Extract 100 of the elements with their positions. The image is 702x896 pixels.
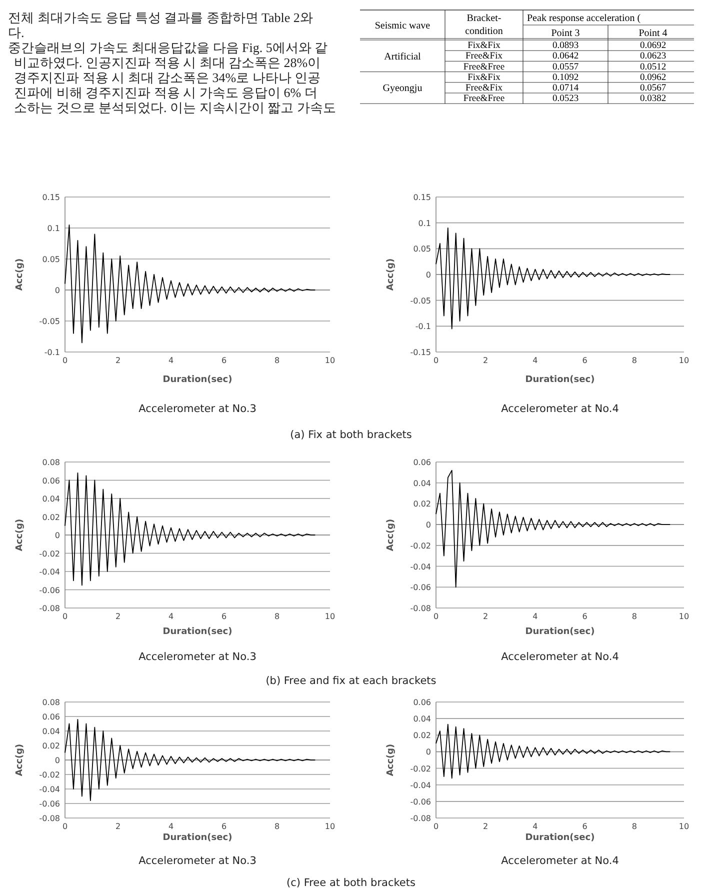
data-label: 0.0962 [640, 72, 666, 83]
y2-tick-label: Artificial [384, 51, 422, 62]
y-tick-label: 0 [426, 748, 431, 757]
x-tick-label: 0 [433, 356, 439, 365]
x-tick-label: 0 [62, 822, 68, 831]
y-tick-label: Free&Free [463, 62, 505, 72]
x-tick-label: 2 [115, 822, 121, 831]
x-tick-label: 0 [62, 612, 68, 621]
line-series [64, 224, 316, 344]
text: 비교하였다. 인공지진파 적용 시 최대 감소폭은 28%이 [14, 55, 321, 70]
y-tick-label: -0.06 [39, 800, 60, 808]
x-tick-label: 0 [62, 356, 68, 365]
y-tick-label: 0.05 [42, 255, 60, 264]
line-series [436, 724, 671, 779]
y-tick-label: 0.08 [42, 698, 60, 707]
x-tick-label: 2 [483, 356, 488, 365]
y-tick-label: 0.06 [42, 712, 60, 722]
line-series [64, 718, 316, 802]
y-tick-label: 0.04 [413, 714, 431, 724]
y-tick-label: -0.08 [410, 604, 431, 613]
x-tick-label: 6 [582, 612, 588, 621]
y-tick-label: 0.08 [42, 458, 60, 467]
data-label: 0.0382 [640, 94, 666, 104]
text: Accelerometer at No.4 [501, 403, 620, 415]
x-tick-label: 10 [678, 822, 690, 831]
y-tick-label: -0.04 [410, 562, 431, 572]
y-tick-label: 0.04 [413, 478, 431, 488]
x-axis-title: Duration(sec) [162, 627, 232, 637]
y-tick-label: 0 [54, 756, 60, 765]
y-tick-label: Fix&Fix [468, 72, 501, 83]
x-tick-label: 0 [433, 612, 439, 621]
x-tick-label: 6 [221, 822, 227, 831]
x-tick-label: Point 4 [638, 28, 668, 39]
y-tick-label: -0.05 [410, 296, 431, 306]
y-tick-label: 0.05 [413, 244, 431, 254]
y-tick-label: -0.08 [39, 604, 60, 613]
y-axis-title: Acc(g) [386, 518, 396, 552]
line-series [64, 472, 316, 586]
y-tick-label: -0.02 [39, 770, 60, 780]
x-tick-label: 6 [582, 356, 588, 365]
y-tick-label: 0.02 [413, 500, 431, 509]
data-label: 0.0692 [640, 41, 666, 52]
x-tick-label: 4 [532, 356, 538, 365]
y-axis-title: Acc(g) [15, 744, 25, 776]
y-tick-label: -0.05 [39, 317, 60, 326]
x-axis-title: Duration(sec) [525, 375, 595, 385]
y-axis-title: Acc(g) [386, 258, 396, 291]
text: Accelerometer at No.4 [501, 855, 620, 867]
y-tick-label: -0.08 [410, 814, 431, 823]
x-tick-label: 6 [221, 356, 227, 365]
x-tick-label: 4 [168, 612, 174, 621]
y-tick-label: 0.15 [413, 193, 431, 202]
x-axis-title: Duration(sec) [525, 833, 595, 843]
x-tick-label: 2 [115, 356, 121, 365]
text: Accelerometer at No.4 [501, 651, 620, 663]
x-axis-title: Duration(sec) [162, 375, 232, 385]
y-tick-label: -0.06 [39, 586, 60, 595]
y-tick-label: -0.15 [410, 348, 431, 357]
y-axis-title: Acc(g) [386, 744, 396, 776]
y2-tick-label: Gyeongju [382, 83, 422, 94]
y-tick-label: 0.06 [413, 458, 431, 467]
x-tick-label: 2 [115, 612, 121, 621]
y-tick-label: -0.04 [410, 780, 431, 790]
text: 경주지진파 적용 시 최대 감소폭은 34%로 나타나 인공 [14, 70, 321, 85]
y-tick-label: -0.06 [410, 797, 431, 806]
y-tick-label: 0.04 [42, 727, 60, 736]
x-axis-title: Duration(sec) [162, 833, 232, 843]
x-tick-label: 10 [678, 356, 690, 365]
x-tick-label: 4 [168, 822, 174, 831]
x-tick-label: 6 [582, 822, 588, 831]
y-tick-label: -0.04 [39, 785, 60, 794]
x-tick-label: 8 [274, 612, 280, 621]
data-label: 0.0557 [552, 62, 579, 72]
data-label: 0.0893 [552, 41, 579, 52]
x-tick-label: 8 [632, 822, 637, 831]
data-label: 0.1092 [552, 72, 579, 83]
x-tick-label: 2 [483, 822, 488, 831]
data-label: 0.0623 [640, 52, 666, 62]
y-tick-label: -0.1 [415, 322, 431, 332]
x-tick-label: 10 [324, 822, 336, 831]
text: 전체 최대가속도 응답 특성 결과를 종합하면 Table 2와 [8, 10, 313, 25]
text: (b) Free and fix at each brackets [266, 675, 436, 687]
y2-axis-title: Seismic wave [374, 20, 431, 32]
x-tick-label: 2 [483, 612, 488, 621]
x-tick-label: 8 [274, 356, 280, 365]
y-tick-label: 0.06 [413, 698, 431, 707]
y-tick-label: 0.15 [42, 193, 60, 202]
x-tick-label: 0 [433, 822, 439, 831]
x-tick-label: 6 [221, 612, 227, 621]
y-tick-label: 0.1 [418, 218, 431, 228]
y-axis-title: Acc(g) [15, 258, 25, 291]
y-tick-label: 0.04 [42, 494, 60, 504]
y-tick-label: 0 [426, 520, 431, 530]
y-tick-label: -0.02 [410, 764, 431, 774]
text: Accelerometer at No.3 [138, 651, 256, 663]
y-tick-label: -0.06 [410, 583, 431, 592]
text: 중간슬래브의 가속도 최대응답값을 다음 Fig. 5에서와 같 [8, 40, 328, 55]
data-label: 0.0512 [640, 62, 666, 72]
x-tick-label: 8 [632, 356, 637, 365]
data-label: 0.0567 [640, 84, 666, 94]
